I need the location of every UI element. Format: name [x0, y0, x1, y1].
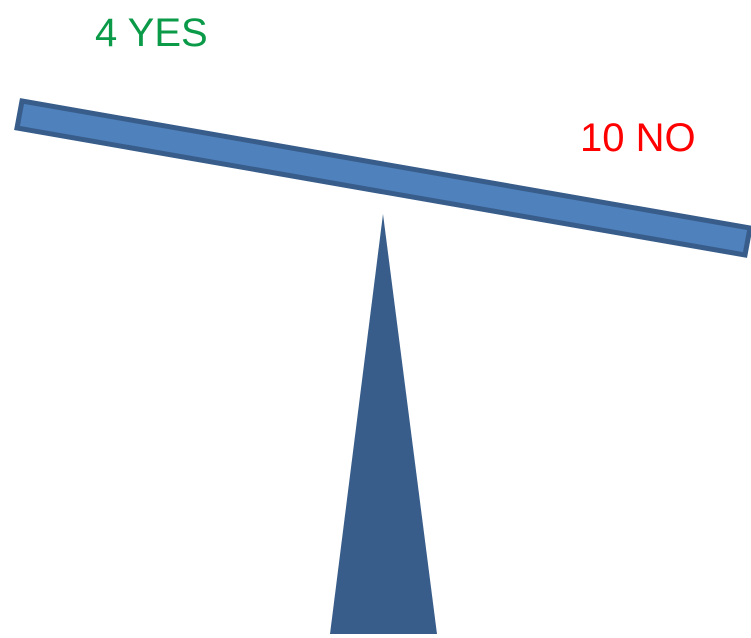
seesaw-beam [14, 98, 751, 258]
fulcrum [330, 214, 437, 634]
no-count-label: 10 NO [580, 116, 696, 160]
yes-count-label: 4 YES [95, 11, 208, 55]
